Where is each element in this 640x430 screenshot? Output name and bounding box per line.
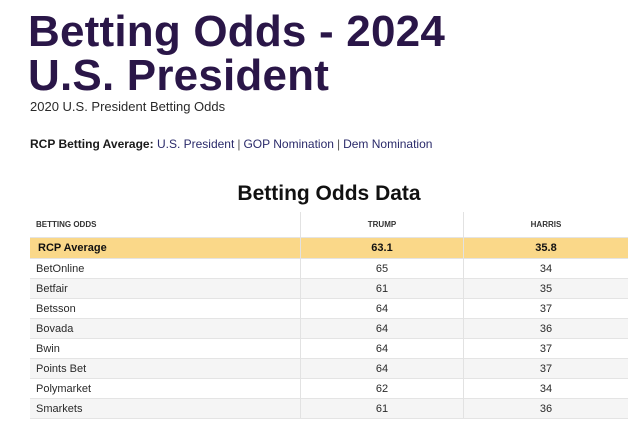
table-row: Bovada 64 36: [30, 318, 628, 339]
link-dem-nomination[interactable]: Dem Nomination: [343, 137, 433, 151]
row-harris-value: 35: [463, 278, 628, 299]
row-harris-value: 35.8: [463, 237, 628, 259]
row-trump-value: 64: [300, 358, 464, 379]
nav-separator: |: [336, 137, 341, 151]
row-trump-value: 64: [300, 338, 464, 359]
table-row: Points Bet 64 37: [30, 358, 628, 379]
row-harris-value: 37: [463, 358, 628, 379]
column-header-harris[interactable]: HARRIS: [530, 220, 562, 229]
column-header-trump[interactable]: TRUMP: [300, 212, 464, 238]
row-name[interactable]: BetOnline: [30, 258, 301, 279]
row-name: RCP Average: [30, 237, 301, 259]
row-trump-value: 63.1: [300, 237, 464, 259]
table-title: Betting Odds Data: [237, 182, 421, 205]
row-harris-value: 36: [463, 318, 628, 339]
row-name[interactable]: Betsson: [30, 298, 301, 319]
row-name[interactable]: Bwin: [30, 338, 301, 359]
row-name[interactable]: Betfair: [30, 278, 301, 299]
page-subtitle: 2020 U.S. President Betting Odds: [30, 99, 226, 114]
row-harris-value: 36: [463, 398, 628, 419]
row-trump-value: 64: [300, 298, 464, 319]
row-name[interactable]: Points Bet: [30, 358, 301, 379]
table-row: Bwin 64 37: [30, 338, 628, 359]
table-row: Betsson 64 37: [30, 298, 628, 319]
row-trump-value: 61: [300, 278, 464, 299]
row-harris-value: 37: [463, 338, 628, 359]
row-name[interactable]: Smarkets: [30, 398, 301, 419]
link-gop-nomination[interactable]: GOP Nomination: [243, 137, 334, 151]
row-trump-value: 65: [300, 258, 464, 279]
page-title-line-1: Betting Odds - 2024: [28, 7, 445, 56]
row-trump-value: 62: [300, 378, 464, 399]
link-us-president[interactable]: U.S. President: [156, 137, 235, 151]
row-harris-value: 34: [463, 258, 628, 279]
page-title: Betting Odds - 2024 U.S. President: [28, 10, 445, 98]
row-trump-value: 61: [300, 398, 464, 419]
rcp-average-row: RCP Average 63.1 35.8: [30, 237, 628, 259]
table-row: Betfair 61 35: [30, 278, 628, 299]
row-name[interactable]: Bovada: [30, 318, 301, 339]
table-row: BetOnline 65 34: [30, 258, 628, 279]
betting-odds-table: BETTING ODDS TRUMP HARRIS RCP Average 63…: [30, 212, 628, 419]
row-harris-value: 34: [463, 378, 628, 399]
row-name[interactable]: Polymarket: [30, 378, 301, 399]
row-trump-value: 64: [300, 318, 464, 339]
page-title-line-2: U.S. President: [28, 51, 330, 100]
table-row: Smarkets 61 36: [30, 398, 628, 419]
row-harris-value: 37: [463, 298, 628, 319]
column-header-betting-odds[interactable]: BETTING ODDS: [30, 212, 301, 238]
rcp-average-label: RCP Betting Average:: [30, 137, 154, 151]
rcp-average-nav: RCP Betting Average: U.S. President | GOP …: [30, 137, 432, 151]
table-header-row: BETTING ODDS TRUMP HARRIS: [30, 212, 628, 238]
table-row: Polymarket 62 34: [30, 378, 628, 399]
nav-separator: |: [237, 137, 241, 151]
